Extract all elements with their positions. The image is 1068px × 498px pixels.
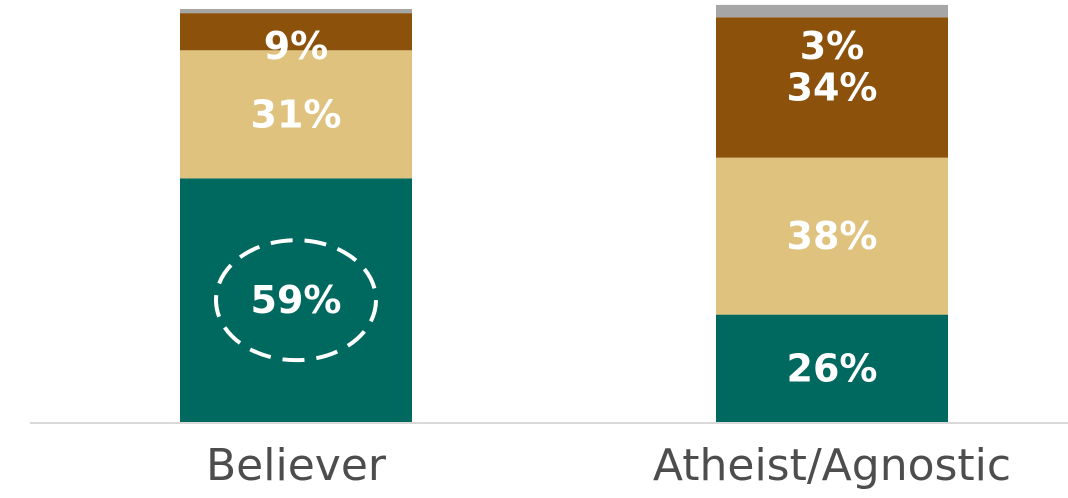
value-label-believer-0: 59% xyxy=(251,278,342,322)
value-label-atheist-agnostic-3: 3% xyxy=(800,24,865,68)
bar-segment-atheist-agnostic-3 xyxy=(716,4,948,18)
category-label-believer: Believer xyxy=(206,440,387,491)
value-label-atheist-agnostic-1: 38% xyxy=(787,214,878,258)
bar-segment-atheist-agnostic-1 xyxy=(716,157,948,315)
highlight-ellipse xyxy=(214,238,378,363)
value-labels-layer: 59% 31% 9% 26% 38% 34%3% xyxy=(251,24,878,390)
bars-layer xyxy=(180,4,948,422)
bar-segment-atheist-agnostic-0 xyxy=(716,314,948,422)
category-label-atheist-agnostic: Atheist/Agnostic xyxy=(653,440,1011,491)
bar-segment-believer-3 xyxy=(180,9,412,14)
highlight-layer xyxy=(214,238,378,363)
bar-segment-believer-0 xyxy=(180,178,412,422)
bar-segment-believer-1 xyxy=(180,50,412,179)
bar-segment-atheist-agnostic-2 xyxy=(716,17,948,158)
value-label-atheist-agnostic-0: 26% xyxy=(787,346,878,390)
value-label-atheist-agnostic-2: 34% xyxy=(787,65,878,109)
category-labels-layer: Believer Atheist/Agnostic xyxy=(206,440,1011,491)
bar-segment-believer-2 xyxy=(180,13,412,51)
value-label-believer-2: 9% xyxy=(264,24,329,68)
value-label-believer-1: 31% xyxy=(251,92,342,136)
